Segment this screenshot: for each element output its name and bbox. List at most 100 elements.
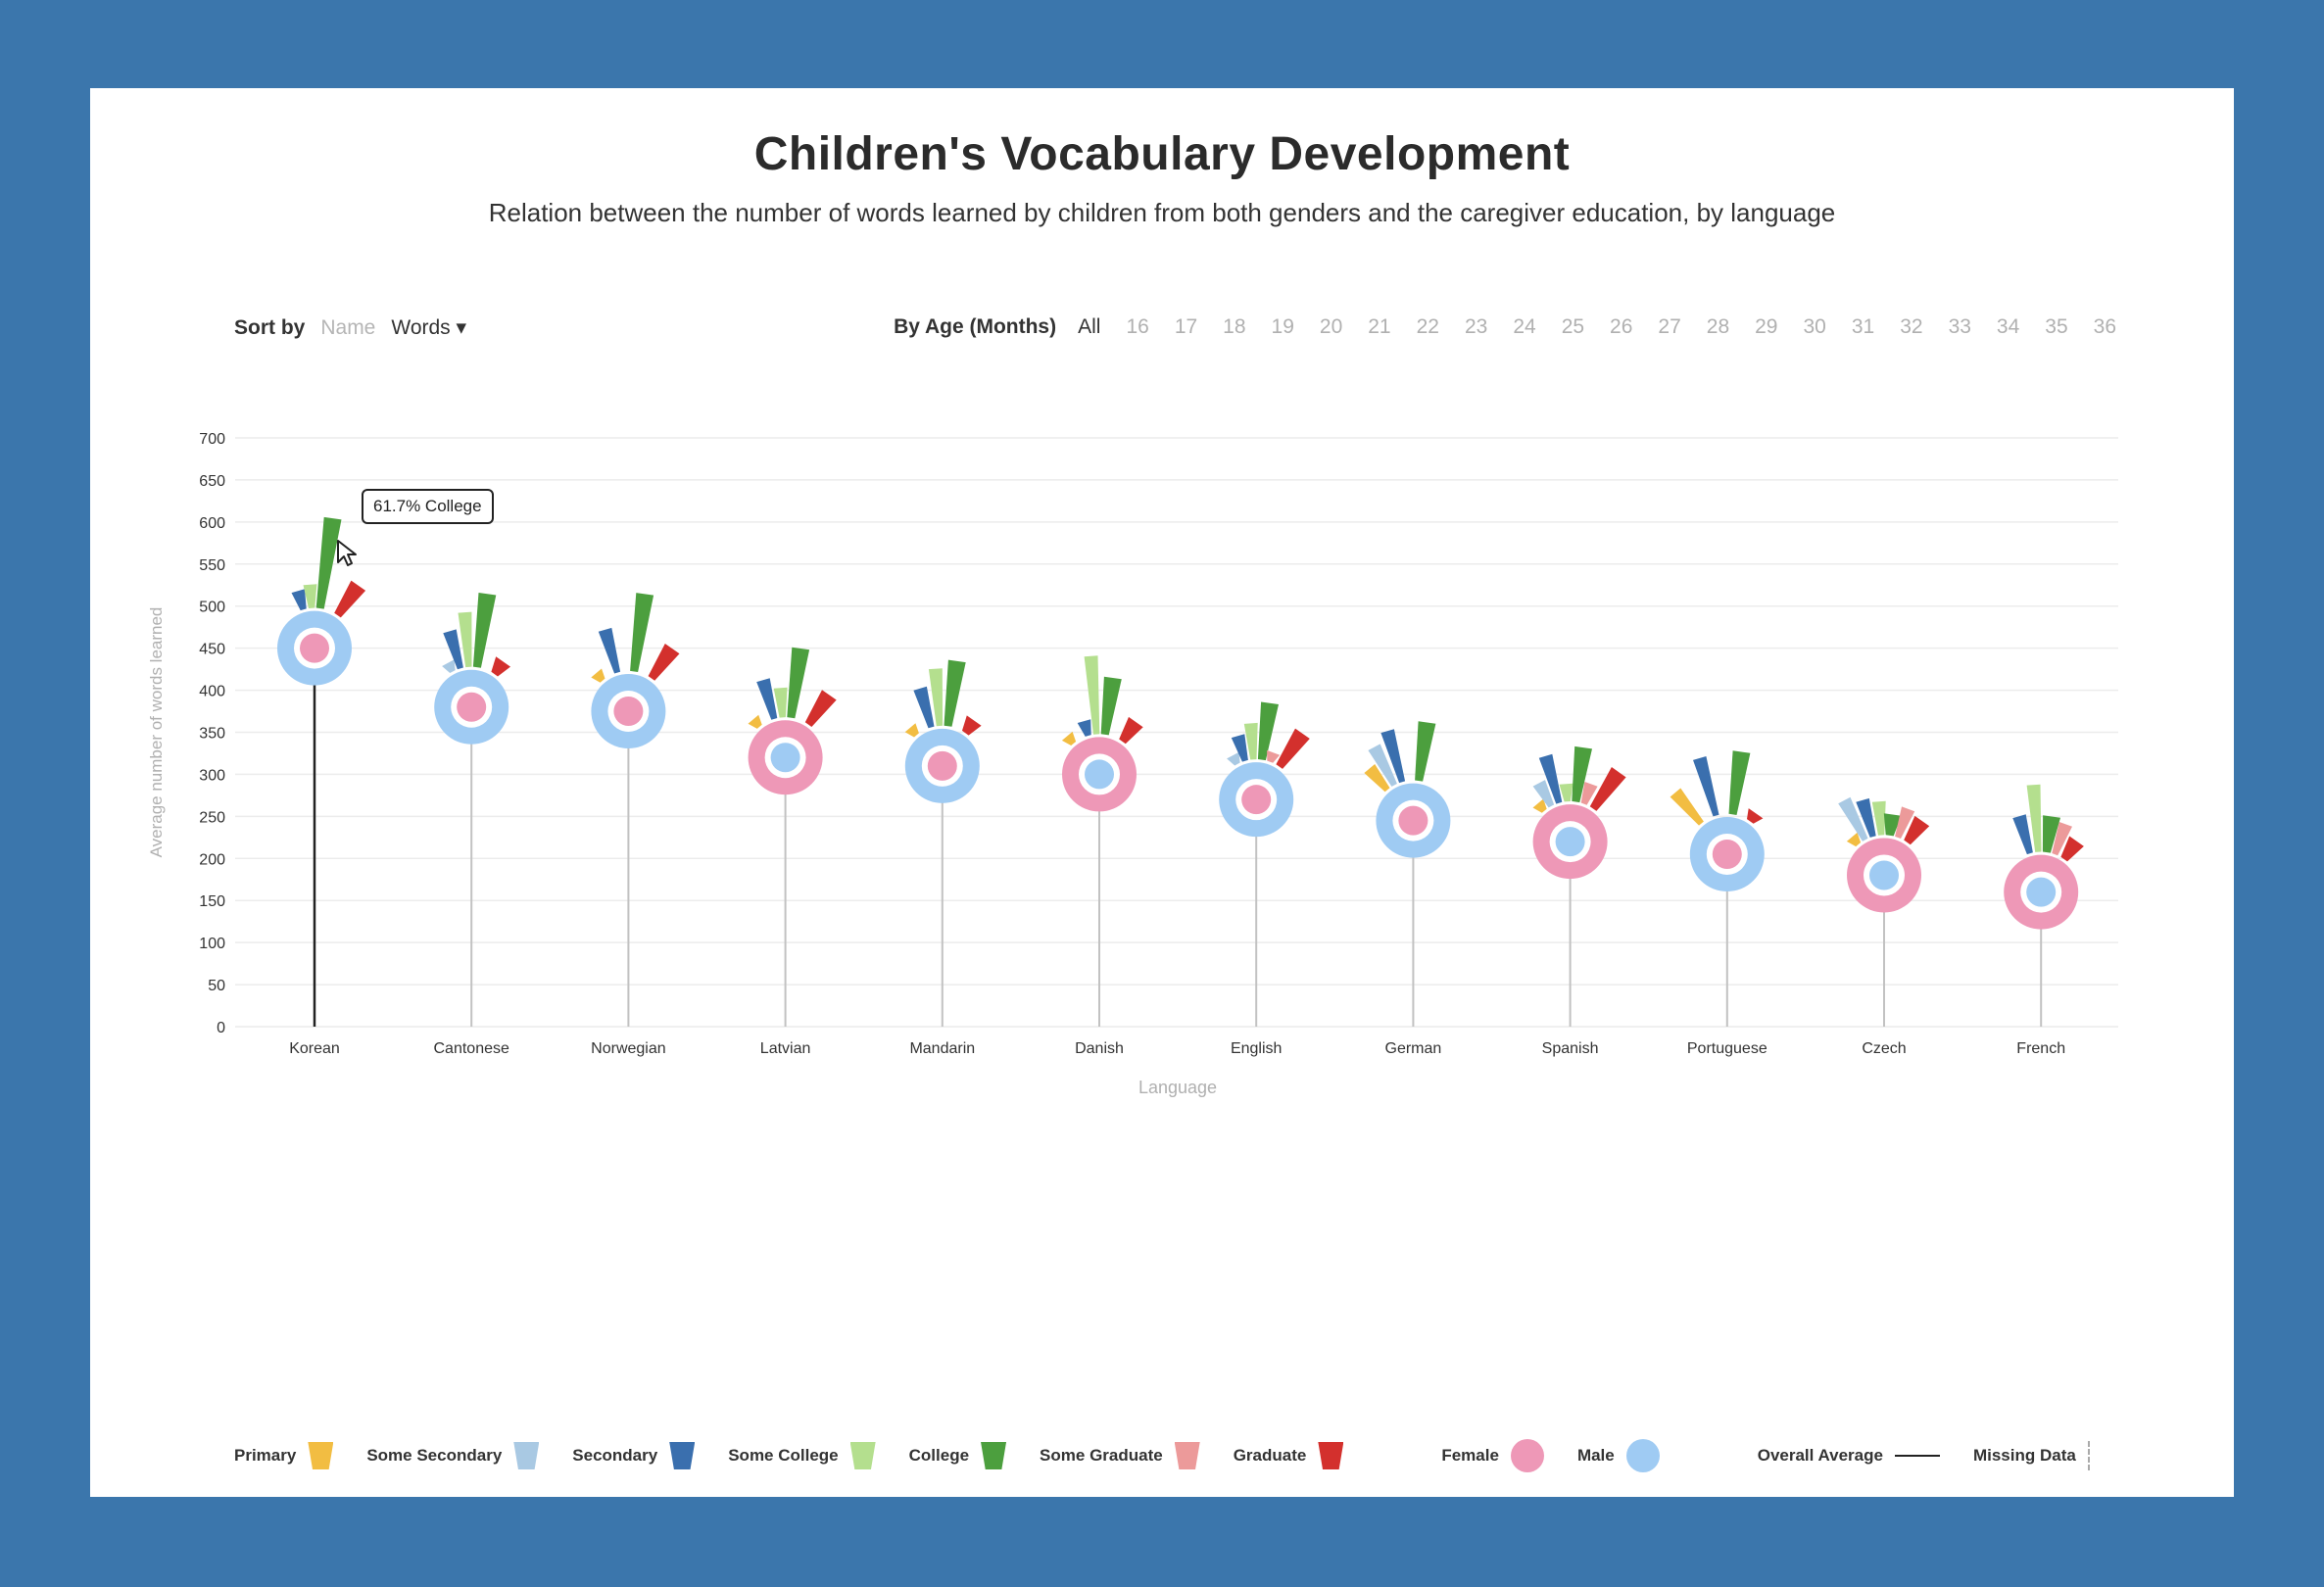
age-option-17[interactable]: 17 (1174, 315, 1198, 338)
sort-option-name[interactable]: Name (320, 316, 376, 339)
age-option-36[interactable]: 36 (2093, 315, 2116, 338)
age-option-20[interactable]: 20 (1319, 315, 1343, 338)
petal-secondary (2012, 814, 2033, 855)
petal-graduate (334, 580, 366, 618)
petal-secondary (1538, 753, 1563, 804)
bubble-female (927, 750, 957, 781)
legend-swatch (513, 1442, 540, 1469)
age-option-16[interactable]: 16 (1126, 315, 1149, 338)
x-tick-label: French (2016, 1040, 2065, 1057)
age-option-31[interactable]: 31 (1851, 315, 1875, 338)
petal-graduate (2060, 836, 2084, 862)
x-tick-label: Danish (1075, 1040, 1124, 1057)
petal-graduate (1747, 808, 1764, 824)
legend-label: Female (1441, 1446, 1499, 1465)
petal-some-college (1243, 722, 1258, 760)
petal-secondary (291, 589, 307, 611)
petal-some-college (2026, 784, 2042, 852)
x-tick-label: Portuguese (1687, 1040, 1767, 1057)
age-option-35[interactable]: 35 (2045, 315, 2068, 338)
petal-college (1257, 701, 1279, 761)
age-filter-label: By Age (Months) (894, 315, 1057, 338)
petal-some-college (928, 668, 944, 727)
petal-some-college (1871, 800, 1886, 836)
age-option-26[interactable]: 26 (1610, 315, 1633, 338)
legend-dot (1510, 1439, 1544, 1472)
age-option-27[interactable]: 27 (1658, 315, 1681, 338)
bubble-male (770, 743, 800, 773)
legend-swatch (308, 1442, 334, 1469)
vocabulary-chart: 0 50 100 150 200 250 300 350 400 450 500 550 600 650 7… (147, 431, 2118, 1097)
legend-label: Some College (728, 1446, 839, 1465)
petal-college (1572, 745, 1592, 803)
petal-college (944, 659, 966, 727)
legend: Primary Some Secondary Secondary Some Colle… (234, 1438, 2123, 1473)
petal-some-graduate (1267, 749, 1281, 763)
age-option-34[interactable]: 34 (1996, 315, 2020, 338)
age-filter: By Age (Months) All 16 17 18 19 20 21 22 23 24 25 2… (894, 315, 2116, 339)
sort-label: Sort by (234, 316, 306, 339)
bubble-female (613, 697, 644, 727)
petal-graduate (1119, 716, 1143, 745)
petal-primary (1061, 731, 1077, 745)
petal-some-secondary (1368, 744, 1397, 787)
x-tick-label: Korean (289, 1040, 340, 1057)
age-option-24[interactable]: 24 (1513, 315, 1536, 338)
petal-secondary (1693, 756, 1719, 817)
x-tick-label: German (1385, 1040, 1442, 1057)
petal-graduate (1276, 728, 1310, 769)
petal-college (1728, 750, 1751, 815)
age-option-22[interactable]: 22 (1416, 315, 1439, 338)
legend-item: Male (1577, 1439, 1660, 1472)
x-tick-label: Latvian (760, 1040, 811, 1057)
legend-item: Secondary (572, 1442, 696, 1469)
sort-option-words[interactable]: Words ▾ (391, 316, 467, 339)
tooltip: 61.7% College (362, 489, 494, 524)
age-option-19[interactable]: 19 (1271, 315, 1294, 338)
petal-some-secondary (1227, 751, 1240, 766)
legend-label: Missing Data (1972, 1446, 2076, 1465)
legend-label: Some Graduate (1040, 1446, 1163, 1465)
legend-item: Some College (728, 1442, 876, 1469)
petal-primary (1846, 832, 1862, 847)
petal-secondary (913, 686, 935, 729)
petal-secondary (756, 678, 778, 720)
petal-some-graduate (2052, 822, 2072, 856)
chart-subtitle: Relation between the number of words lea… (488, 198, 1836, 227)
petal-primary (1532, 798, 1547, 813)
age-option-all[interactable]: All (1078, 315, 1101, 338)
age-option-21[interactable]: 21 (1368, 315, 1391, 338)
x-tick-label: Norwegian (591, 1040, 665, 1057)
petal-secondary (1231, 734, 1248, 762)
petal-college (787, 647, 810, 719)
petal-graduate (962, 715, 982, 736)
age-option-32[interactable]: 32 (1900, 315, 1923, 338)
age-option-25[interactable]: 25 (1561, 315, 1585, 338)
legend-line (1894, 1455, 1940, 1457)
age-option-23[interactable]: 23 (1464, 315, 1488, 338)
petal-primary (1364, 764, 1390, 793)
petal-graduate (648, 644, 680, 681)
y-tick-label: 150 (199, 893, 225, 910)
bubble-female (1241, 785, 1272, 815)
y-tick-label: 600 (199, 515, 225, 532)
age-option-30[interactable]: 30 (1803, 315, 1826, 338)
age-option-28[interactable]: 28 (1706, 315, 1730, 338)
age-option-18[interactable]: 18 (1223, 315, 1246, 338)
bubble-female (300, 633, 329, 663)
y-tick-label: 300 (199, 767, 225, 784)
y-tick-label: 700 (199, 431, 225, 448)
legend-item: Some Secondary (366, 1442, 540, 1469)
age-option-33[interactable]: 33 (1948, 315, 1971, 338)
x-tick-label: Czech (1862, 1040, 1906, 1057)
petal-some-secondary (1532, 780, 1555, 808)
petal-some-college (773, 687, 788, 718)
y-axis-label: Average number of words learned (147, 607, 166, 858)
legend-label: Male (1576, 1446, 1615, 1465)
age-option-29[interactable]: 29 (1755, 315, 1778, 338)
petal-college (1883, 813, 1902, 837)
legend-label: Secondary (572, 1446, 658, 1465)
petal-primary (591, 668, 605, 683)
legend-item: Missing Data (1973, 1441, 2090, 1470)
petal-some-college (458, 611, 472, 668)
